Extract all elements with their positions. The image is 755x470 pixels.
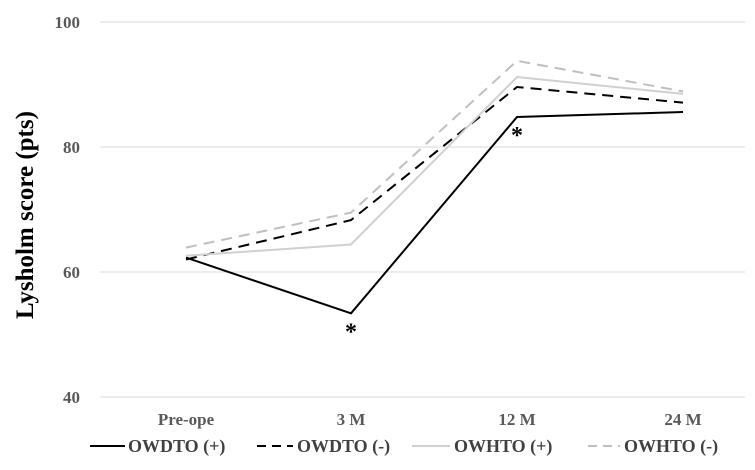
significance-asterisk: * xyxy=(345,319,357,345)
annotation-layer: ** xyxy=(345,123,523,345)
legend-item: OWDTO (-) xyxy=(257,436,390,457)
y-axis-label: Lysholm score (pts) xyxy=(12,111,39,319)
series-layer xyxy=(185,59,684,315)
series-line-1 xyxy=(185,111,684,315)
series-line-3 xyxy=(185,75,684,257)
series-line-4 xyxy=(185,59,684,249)
y-tick-label: 60 xyxy=(63,263,80,282)
significance-asterisk: * xyxy=(511,123,523,149)
grid-layer xyxy=(100,21,745,398)
legend-label: OWHTO (+) xyxy=(454,436,552,457)
y-tick-label: 40 xyxy=(63,388,80,407)
x-tick-label: Pre-ope xyxy=(158,410,215,429)
legend-label: OWDTO (+) xyxy=(128,436,225,457)
y-tick-label: 80 xyxy=(63,138,80,157)
legend-item: OWHTO (+) xyxy=(412,436,552,457)
x-tick-label: 12 M xyxy=(498,410,535,429)
legend-item: OWHTO (-) xyxy=(588,436,718,457)
legend: OWDTO (+) OWDTO (-) OWHTO (+) OWHTO (-) xyxy=(90,436,718,457)
legend-label: OWHTO (-) xyxy=(624,436,718,457)
legend-item: OWDTO (+) xyxy=(90,436,225,457)
y-tick-label: 100 xyxy=(55,13,81,32)
y-tick-layer: 40 60 80 100 xyxy=(55,13,81,407)
series-line-2 xyxy=(185,85,684,261)
x-tick-label: 24 M xyxy=(664,410,701,429)
legend-label: OWDTO (-) xyxy=(297,436,390,457)
x-tick-layer: Pre-ope 3 M 12 M 24 M xyxy=(158,410,702,429)
x-tick-label: 3 M xyxy=(337,410,366,429)
